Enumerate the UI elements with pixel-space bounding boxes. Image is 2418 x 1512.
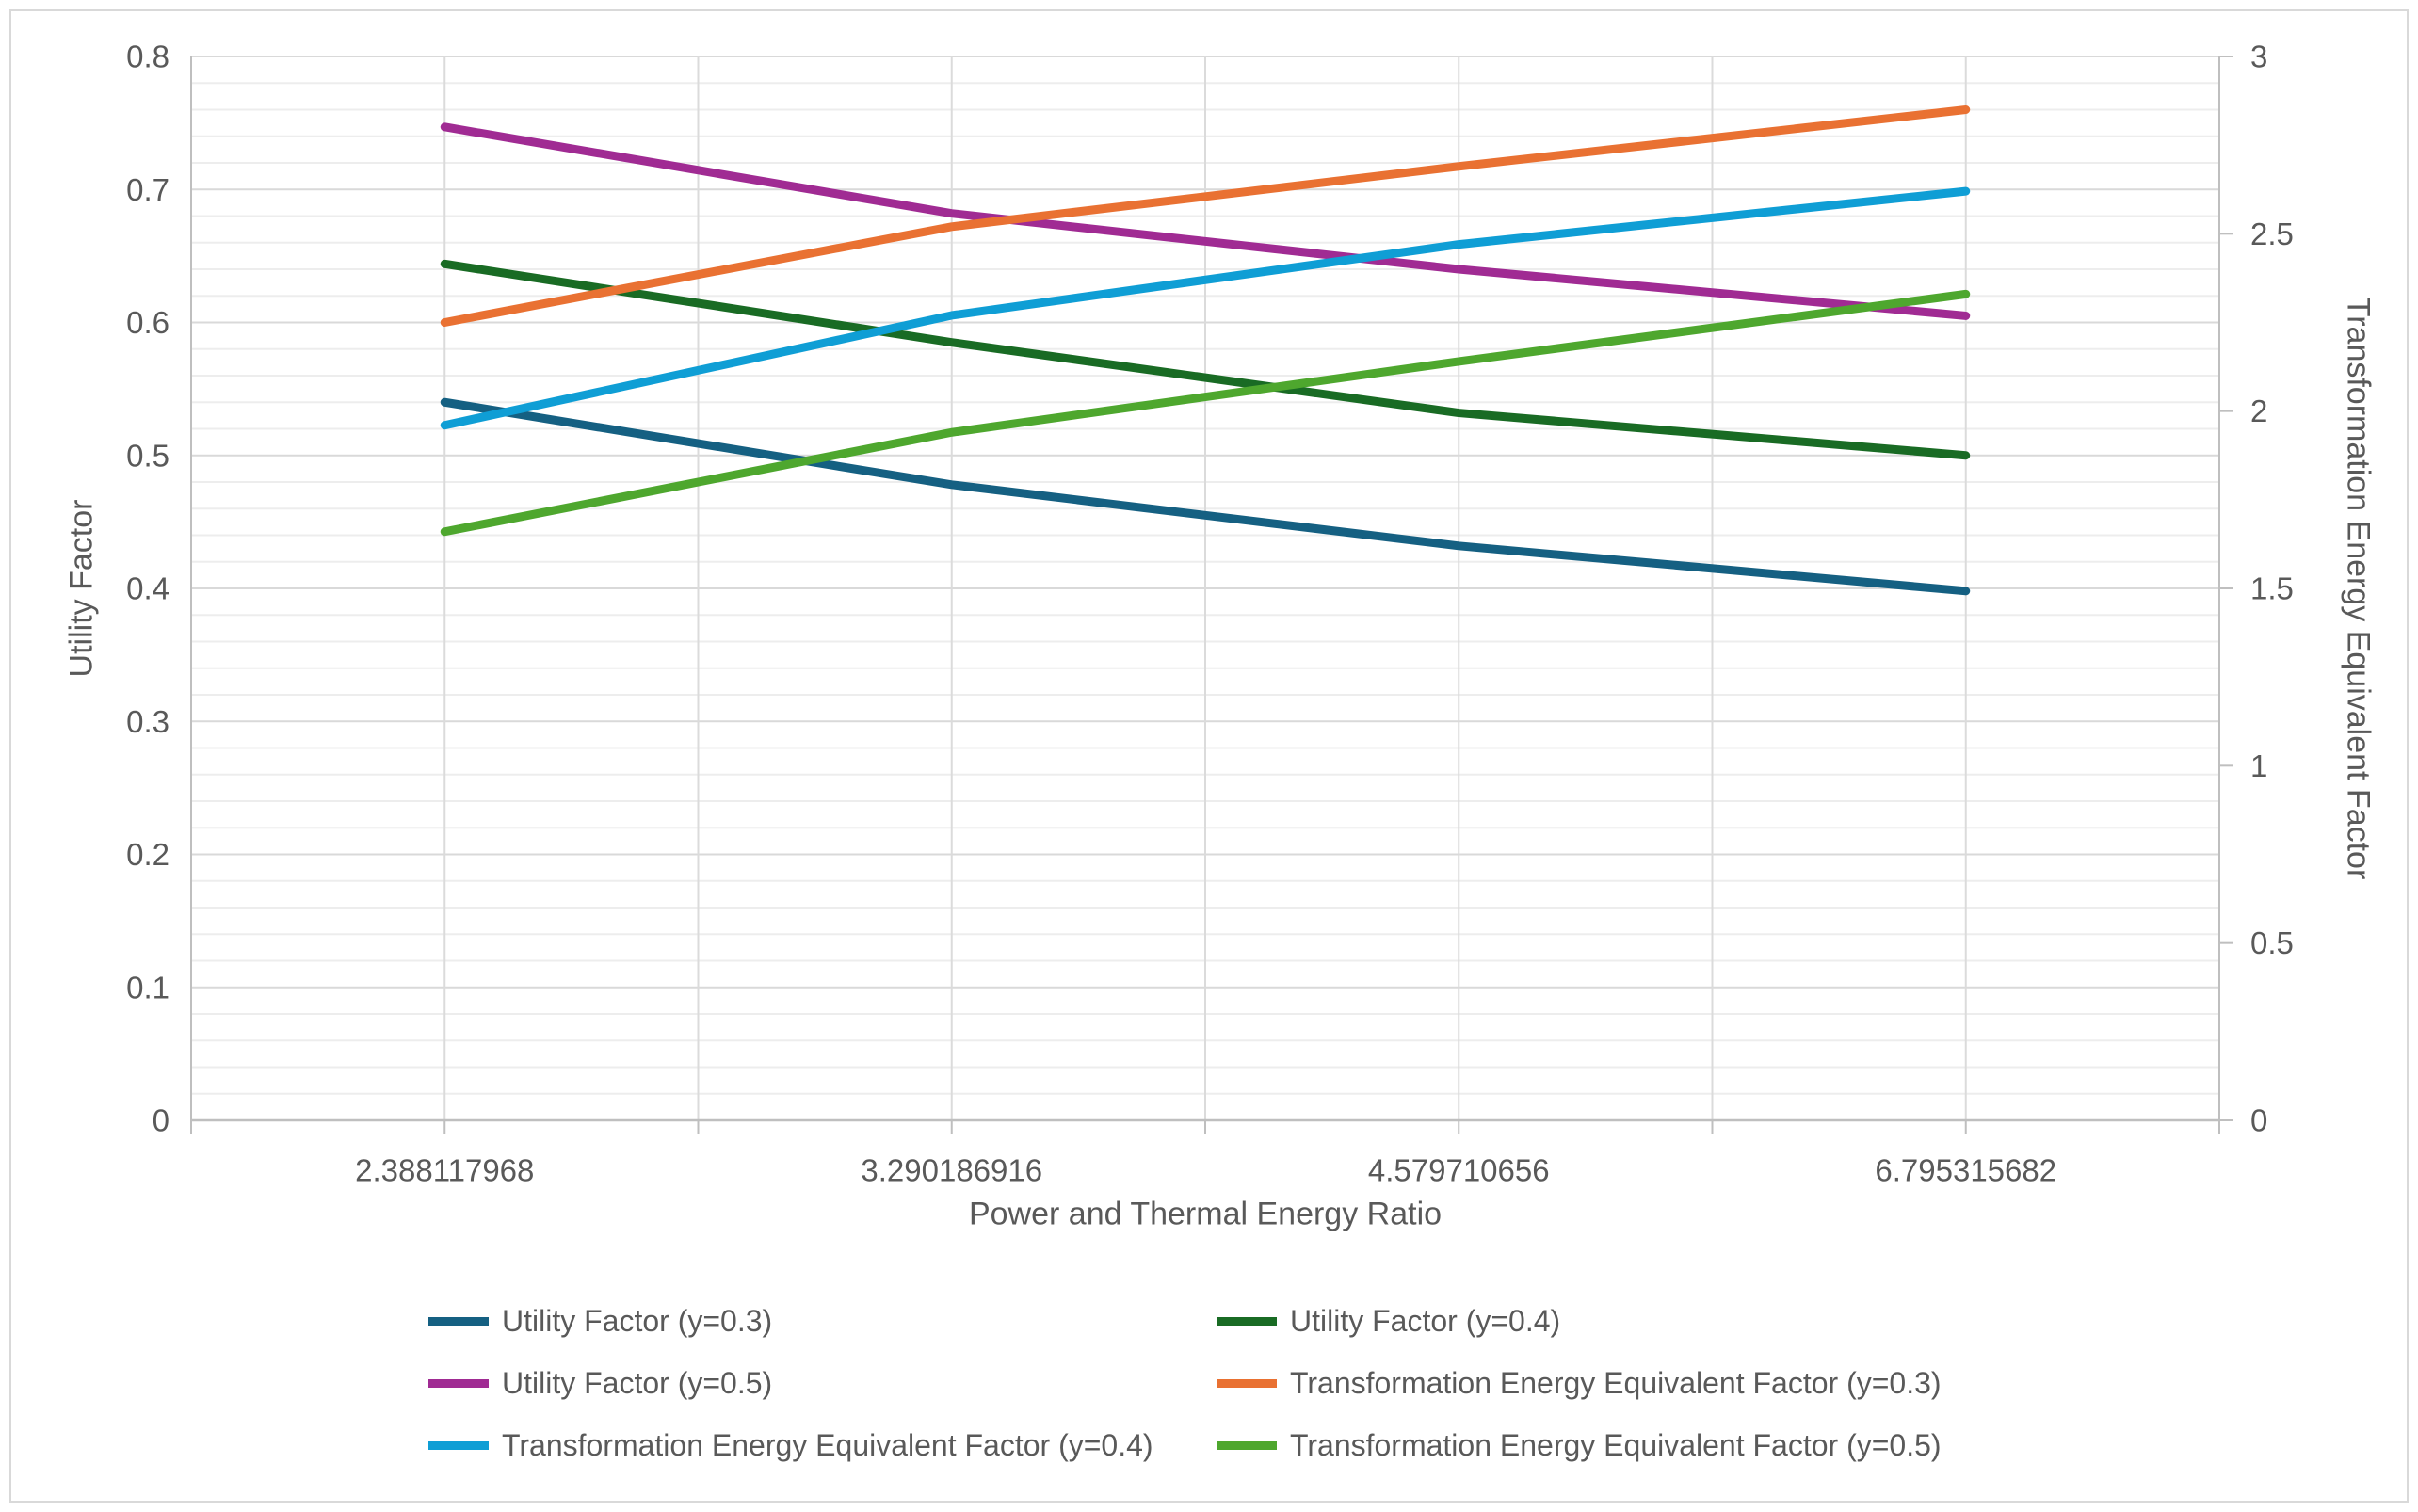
legend-marker-utility-factor-y03 [428,1316,489,1326]
left-axis-tick-label: 0.1 [126,970,169,1005]
x-axis-tick-label: 4.579710656 [1368,1153,1550,1188]
series-line-5[interactable] [440,289,1971,537]
left-axis-tick-label: 0.3 [126,704,169,739]
legend-marker-utility-factor-y04 [1217,1316,1277,1326]
right-axis-tick-label: 1 [2250,748,2267,783]
left-axis-tick-label: 0.2 [126,837,169,872]
legend-item-utility-factor-y05[interactable]: Utility Factor (y=0.5) [428,1364,1153,1402]
right-axis-tick-label: 2 [2250,394,2267,428]
x-axis-tick-label: 6.795315682 [1875,1153,2056,1188]
legend-label: Transformation Energy Equivalent Factor … [1290,1427,1942,1462]
x-axis-tick-label: 3.290186916 [861,1153,1042,1188]
legend-label: Utility Factor (y=0.4) [1290,1303,1561,1338]
series-line-2[interactable] [440,122,1971,320]
left-axis-title: Utility Factor [63,499,100,678]
legend-item-teef-y03[interactable]: Transformation Energy Equivalent Factor … [1217,1364,1942,1402]
left-axis-tick-label: 0 [153,1103,169,1138]
legend-marker-utility-factor-y05 [428,1378,489,1388]
legend-marker-teef-y03 [1217,1378,1277,1388]
chart-legend-column-2: Utility Factor (y=0.4) Transformation En… [1217,1302,1942,1464]
right-axis-title: Transformation Energy Equivalent Factor [2340,297,2377,880]
right-axis-tick-label: 2.5 [2250,217,2294,251]
legend-label: Utility Factor (y=0.3) [502,1303,773,1338]
series-line-3[interactable] [440,105,1971,327]
legend-label: Utility Factor (y=0.5) [502,1365,773,1400]
legend-label: Transformation Energy Equivalent Factor … [502,1427,1153,1462]
left-axis-tick-label: 0.8 [126,40,169,74]
legend-item-utility-factor-y04[interactable]: Utility Factor (y=0.4) [1217,1302,1942,1340]
legend-item-utility-factor-y03[interactable]: Utility Factor (y=0.3) [428,1302,1153,1340]
left-axis-tick-label: 0.7 [126,172,169,207]
left-axis-tick-label: 0.5 [126,438,169,473]
series-line-0[interactable] [440,397,1971,596]
right-axis-tick-label: 0 [2250,1103,2267,1138]
chart-legend-column-1: Utility Factor (y=0.3) Utility Factor (y… [428,1302,1153,1464]
legend-label: Transformation Energy Equivalent Factor … [1290,1365,1942,1400]
legend-marker-teef-y04 [428,1440,489,1450]
chart-outer-border [9,9,2409,1503]
series-line-4[interactable] [440,186,1971,430]
x-axis-title: Power and Thermal Energy Ratio [968,1196,1443,1232]
series-line-1[interactable] [440,259,1971,460]
legend-item-teef-y04[interactable]: Transformation Energy Equivalent Factor … [428,1426,1153,1464]
legend-marker-teef-y05 [1217,1440,1277,1450]
legend-item-teef-y05[interactable]: Transformation Energy Equivalent Factor … [1217,1426,1942,1464]
x-axis-tick-label: 2.388117968 [355,1153,534,1188]
right-axis-tick-label: 3 [2250,40,2267,74]
left-axis-tick-label: 0.4 [126,571,169,606]
right-axis-tick-label: 0.5 [2250,925,2294,960]
left-axis-tick-label: 0.6 [126,305,169,340]
right-axis-tick-label: 1.5 [2250,571,2294,606]
